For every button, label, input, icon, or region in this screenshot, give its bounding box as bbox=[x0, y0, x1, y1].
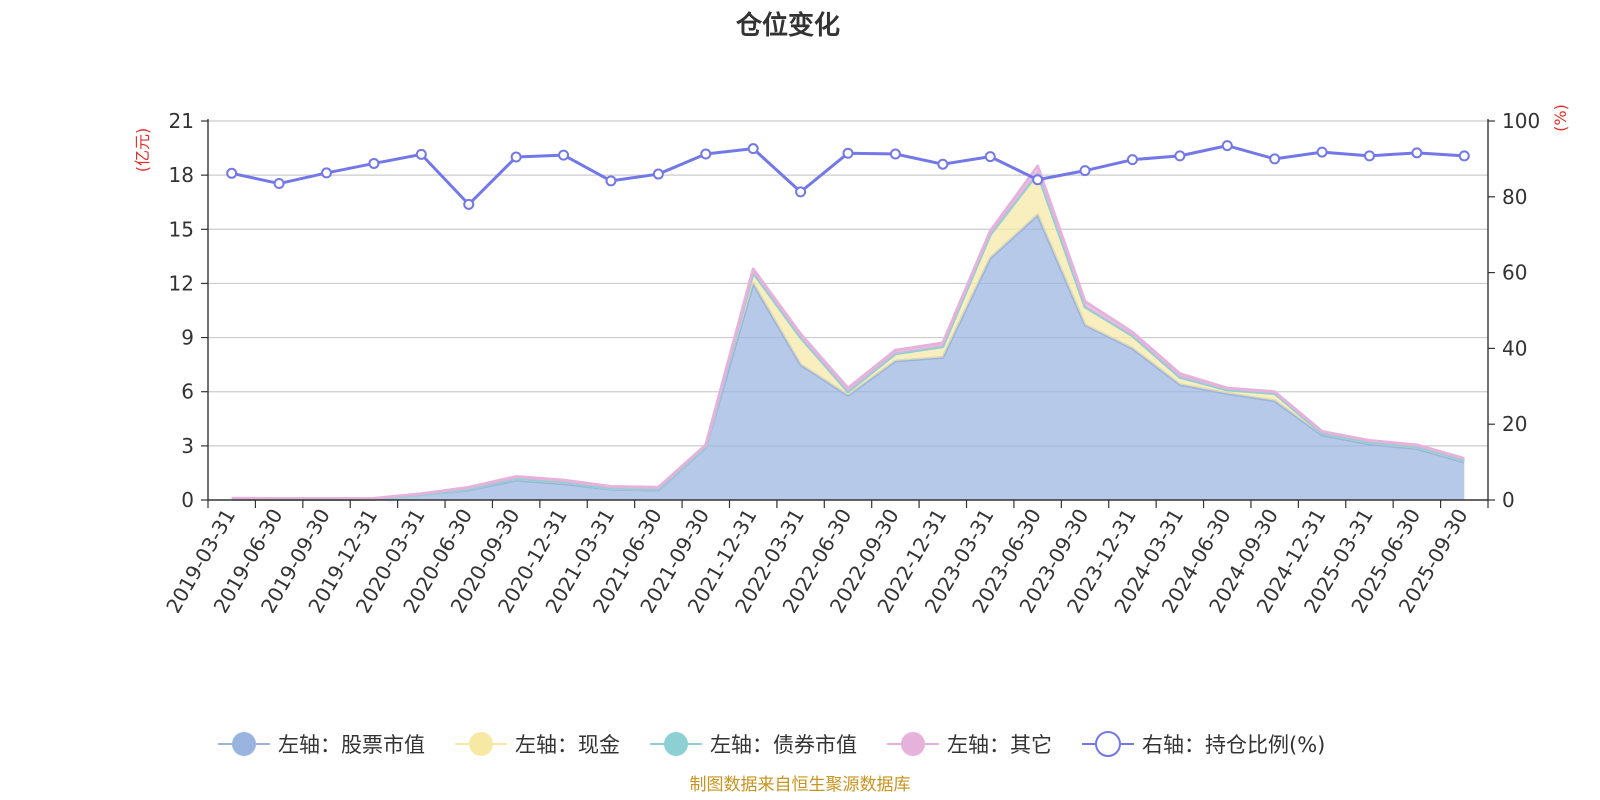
right-axis-tick-label: 20 bbox=[1502, 412, 1527, 436]
right-axis-tick-label: 80 bbox=[1502, 185, 1527, 209]
ratio-point bbox=[463, 198, 475, 210]
data-source-note: 制图数据来自恒生聚源数据库 bbox=[690, 775, 911, 795]
ratio-point bbox=[1126, 154, 1138, 166]
ratio-point bbox=[1079, 165, 1091, 177]
ratio-point bbox=[1316, 146, 1328, 158]
ratio-point bbox=[226, 167, 238, 179]
ratio-point bbox=[842, 147, 854, 159]
ratio-point bbox=[368, 157, 380, 169]
ratio-point bbox=[558, 149, 570, 161]
left-axis-tick-label: 15 bbox=[169, 217, 194, 241]
ratio-point bbox=[1363, 150, 1375, 162]
ratio-point bbox=[1221, 140, 1233, 152]
right-axis-tick-label: 0 bbox=[1502, 488, 1515, 512]
axes: 0369121518210204060801002019-03-312019-0… bbox=[161, 109, 1540, 617]
legend-marker bbox=[1095, 731, 1121, 757]
ratio-point bbox=[795, 186, 807, 198]
left-axis-tick-label: 0 bbox=[181, 488, 194, 512]
legend-label: 左轴：其它 bbox=[947, 733, 1052, 757]
legend-marker bbox=[469, 732, 493, 756]
ratio-point bbox=[1174, 150, 1186, 162]
right-axis-tick-label: 60 bbox=[1502, 261, 1527, 285]
grid-lines bbox=[208, 120, 1488, 447]
legend-label: 左轴：债券市值 bbox=[710, 733, 857, 757]
area-edge-其它 bbox=[231, 164, 1465, 501]
legend-label: 左轴：股票市值 bbox=[278, 733, 425, 757]
legend: 左轴：股票市值 左轴：现金 左轴：债券市值 左轴：其它 右轴：持仓比例(%) bbox=[218, 731, 1325, 757]
left-axis-tick-label: 6 bbox=[181, 380, 194, 404]
left-axis-unit: (亿元) bbox=[133, 128, 152, 173]
right-axis-tick-label: 40 bbox=[1502, 336, 1527, 360]
legend-marker bbox=[664, 732, 688, 756]
left-axis-tick-label: 12 bbox=[169, 271, 194, 295]
area-series bbox=[231, 164, 1465, 501]
legend-label: 右轴：持仓比例(%) bbox=[1142, 733, 1325, 757]
legend-marker bbox=[901, 732, 925, 756]
ratio-point bbox=[415, 148, 427, 160]
ratio-point bbox=[1032, 174, 1044, 186]
legend-label: 左轴：现金 bbox=[515, 733, 620, 757]
ratio-point bbox=[605, 175, 617, 187]
right-axis-unit: (%) bbox=[1551, 104, 1570, 132]
left-axis-tick-label: 3 bbox=[181, 434, 194, 458]
left-axis-tick-label: 21 bbox=[169, 109, 194, 133]
ratio-point bbox=[700, 148, 712, 160]
ratio-point bbox=[1269, 153, 1281, 165]
ratio-point bbox=[1411, 147, 1423, 159]
ratio-point bbox=[510, 151, 522, 163]
area-股票市值 bbox=[231, 214, 1465, 500]
ratio-point bbox=[321, 167, 333, 179]
left-axis-tick-label: 18 bbox=[169, 163, 194, 187]
left-axis-tick-label: 9 bbox=[181, 326, 194, 350]
ratio-line-series bbox=[226, 140, 1470, 210]
ratio-point bbox=[889, 148, 901, 160]
ratio-point bbox=[273, 178, 285, 190]
ratio-point bbox=[652, 168, 664, 180]
ratio-point bbox=[984, 151, 996, 163]
ratio-point bbox=[937, 158, 949, 170]
right-axis-tick-label: 100 bbox=[1502, 109, 1540, 133]
ratio-point bbox=[747, 143, 759, 155]
chart-title: 仓位变化 bbox=[735, 10, 840, 41]
ratio-point bbox=[1458, 150, 1470, 162]
legend-marker bbox=[232, 732, 256, 756]
